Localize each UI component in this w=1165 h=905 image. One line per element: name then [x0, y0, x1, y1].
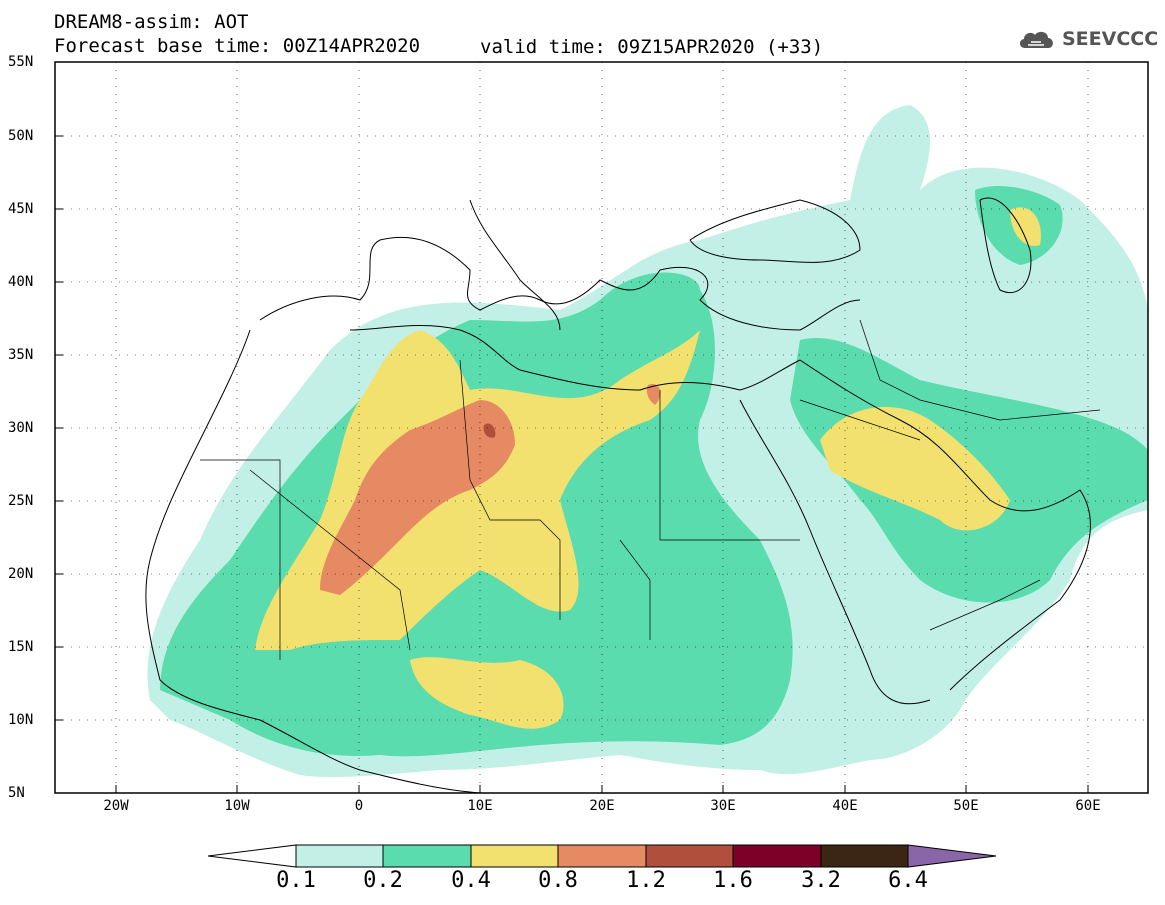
lat-label: 15N: [8, 639, 34, 655]
lat-label: 5N: [8, 785, 25, 801]
coastline-africa: [145, 329, 481, 793]
lon-label: 10W: [224, 798, 250, 814]
colorbar-label: 1.2: [626, 868, 666, 893]
aot-contour-0.8-libya: [646, 384, 661, 405]
coastline-europe: [259, 236, 861, 331]
coastlines: [145, 197, 1091, 793]
coastline-redsea: [739, 399, 931, 705]
colorbar-label: 3.2: [801, 868, 841, 893]
logo-text: SEEVCCC: [1062, 28, 1159, 50]
colorbar-bin-3.2-6.4: [820, 844, 909, 868]
aot-contour-0.4-caspian: [1010, 207, 1041, 246]
lat-label: 10N: [8, 712, 34, 728]
colorbar-label: 6.4: [888, 868, 928, 893]
lat-label: 30N: [8, 420, 34, 436]
lon-label: 40E: [832, 798, 858, 814]
colorbar-label: 0.2: [363, 868, 403, 893]
colorbar-label: 1.6: [713, 868, 753, 893]
forecast-base-time: Forecast base time: 00Z14APR2020: [54, 35, 421, 57]
lat-label: 35N: [8, 347, 34, 363]
colorbar-label: 0.4: [451, 868, 491, 893]
lon-label: 30E: [710, 798, 736, 814]
aot-contour-0.8: [320, 400, 515, 595]
colorbar-bin-1.2-1.6: [645, 844, 734, 868]
colorbar-bin-0.2-0.4: [382, 844, 472, 868]
colorbar-over: [907, 844, 997, 868]
colorbar: [207, 844, 997, 868]
lat-label: 45N: [8, 201, 34, 217]
aot-contour-0.4-iraq: [820, 406, 1010, 531]
lon-label: 50E: [953, 798, 979, 814]
colorbar-bin-0.8-1.2: [557, 844, 647, 868]
lat-label: 20N: [8, 566, 34, 582]
lat-label: 25N: [8, 493, 34, 509]
lon-label: 20W: [103, 798, 129, 814]
map-title: DREAM8-assim: AOT: [54, 11, 249, 33]
lat-label: 40N: [8, 274, 34, 290]
lon-label: 10E: [467, 798, 493, 814]
lat-label: 50N: [8, 128, 34, 144]
colorbar-bin-0.4-0.8: [470, 844, 559, 868]
cloud-icon: [1019, 31, 1053, 48]
lon-label: 60E: [1075, 798, 1101, 814]
aot-contour-1.2: [483, 423, 496, 438]
borders: [200, 319, 1101, 660]
coastline-arabia: [799, 359, 1091, 691]
lon-label: 0: [354, 798, 364, 814]
lat-label: 55N: [8, 54, 34, 70]
colorbar-label: 0.8: [538, 868, 578, 893]
valid-time: valid time: 09Z15APR2020 (+33): [480, 36, 824, 58]
lon-label: 20E: [589, 798, 615, 814]
colorbar-bin-1.6-3.2: [732, 844, 822, 868]
aot-contours: [147, 105, 1148, 778]
colorbar-under: [207, 844, 297, 868]
aot-contour-0.4-sahel: [410, 657, 564, 729]
coastline-nafrica: [349, 325, 801, 391]
coastline-blacksea: [689, 199, 861, 263]
colorbar-label: 0.1: [276, 868, 316, 893]
coastline-italy: [469, 199, 561, 331]
colorbar-bin-0.1-0.2: [295, 844, 384, 868]
axis-ticks: [55, 61, 1089, 793]
